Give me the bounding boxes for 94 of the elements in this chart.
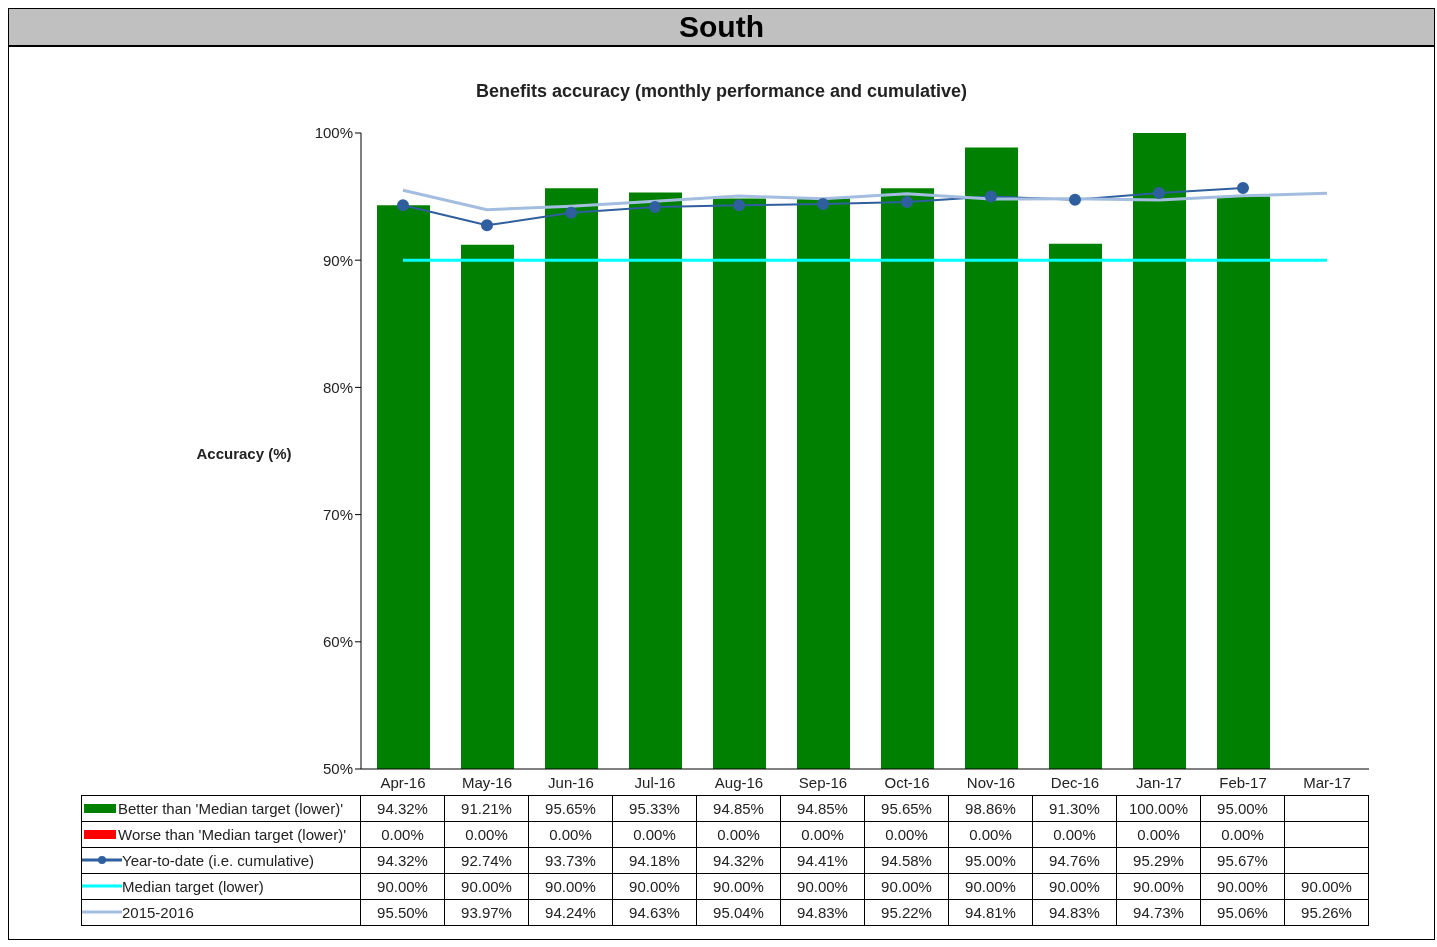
x-tick-label: Feb-17 [1219, 773, 1267, 791]
data-label: 98.86% [948, 795, 1033, 822]
data-label: 94.32% [360, 847, 445, 874]
data-label: 92.74% [444, 847, 529, 874]
x-tick-label: Aug-16 [714, 773, 764, 791]
data-label: 95.29% [1116, 847, 1201, 874]
data-label: 94.83% [1032, 899, 1117, 926]
data-label: 90.00% [780, 873, 865, 900]
data-label: 100.00% [1116, 795, 1201, 822]
data-label: 95.65% [864, 795, 949, 822]
x-tick-label: Jan-17 [1136, 773, 1182, 791]
point [1069, 193, 1081, 206]
data-label: 90.00% [1116, 873, 1201, 900]
x-tick-label: Jul-16 [634, 773, 676, 791]
point [481, 219, 493, 232]
point [1237, 182, 1249, 195]
data-label: 95.06% [1200, 899, 1285, 926]
legend-label: Median target (lower) [122, 877, 264, 895]
x-tick-label: Mar-17 [1303, 773, 1351, 791]
data-label: 90.00% [612, 873, 697, 900]
data-label: 90.00% [696, 873, 781, 900]
data-label: 90.00% [948, 873, 1033, 900]
chart-title: South [9, 9, 1434, 47]
data-label: 94.18% [612, 847, 697, 874]
data-label: 93.97% [444, 899, 529, 926]
data-label: 94.85% [780, 795, 865, 822]
y-tick-label: 100% [314, 124, 353, 142]
data-label: 90.00% [444, 873, 529, 900]
legend-label: Worse than 'Median target (lower)' [118, 825, 347, 843]
data-label: 90.00% [528, 873, 613, 900]
y-tick-label: 70% [322, 505, 353, 523]
x-tick-label: Nov-16 [966, 773, 1016, 791]
data-label: 94.32% [360, 795, 445, 822]
data-label: 94.83% [780, 899, 865, 926]
point [733, 199, 745, 212]
point [901, 195, 913, 208]
data-label: 94.58% [864, 847, 949, 874]
point [649, 201, 661, 214]
data-label: 94.41% [780, 847, 865, 874]
x-tick-label: May-16 [461, 773, 513, 791]
text: 0.00% [1137, 826, 1180, 843]
text: 0.00% [885, 826, 928, 843]
y-tick-label: 60% [322, 633, 353, 651]
text: 0.00% [381, 826, 424, 843]
point [565, 206, 577, 219]
data-label: 95.50% [360, 899, 445, 926]
data-label: 91.30% [1032, 795, 1117, 822]
text: 0.00% [1053, 826, 1096, 843]
legend-label: Better than 'Median target (lower)' [118, 799, 343, 817]
data-label: 95.00% [948, 847, 1033, 874]
y-tick-label: 50% [322, 760, 353, 778]
text: 0.00% [969, 826, 1012, 843]
data-label: 95.65% [528, 795, 613, 822]
data-label: 95.00% [1200, 795, 1285, 822]
x-tick-label: Dec-16 [1050, 773, 1100, 791]
point [1153, 186, 1165, 199]
data-label: 94.85% [696, 795, 781, 822]
text: 0.00% [465, 826, 508, 843]
text: 0.00% [801, 826, 844, 843]
data-label: 91.21% [444, 795, 529, 822]
data-label: 94.63% [612, 899, 697, 926]
y-tick-label: 80% [322, 378, 353, 396]
y-tick-label: 90% [322, 251, 353, 269]
data-label: 95.22% [864, 899, 949, 926]
point [817, 198, 829, 211]
data-label: 95.26% [1284, 899, 1369, 926]
data-label: 94.81% [948, 899, 1033, 926]
x-tick-label: Sep-16 [798, 773, 848, 791]
data-label: 90.00% [360, 873, 445, 900]
x-tick-label: Oct-16 [884, 773, 930, 791]
data-label: 94.24% [528, 899, 613, 926]
data-label: 90.00% [864, 873, 949, 900]
data-label: 95.33% [612, 795, 697, 822]
point [985, 190, 997, 203]
data-label: 94.32% [696, 847, 781, 874]
legend-label: 2015-2016 [122, 903, 194, 921]
data-label: 93.73% [528, 847, 613, 874]
text: 0.00% [717, 826, 760, 843]
legend-label: Year-to-date (i.e. cumulative) [122, 851, 315, 869]
data-label: 94.76% [1032, 847, 1117, 874]
point [397, 199, 409, 212]
text: 0.00% [633, 826, 676, 843]
text: 0.00% [1221, 826, 1264, 843]
x-tick-label: Apr-16 [380, 773, 426, 791]
y-axis-title: Accuracy (%) [195, 445, 293, 462]
data-label: 95.67% [1200, 847, 1285, 874]
chart-subtitle: Benefits accuracy (monthly performance and cumulative) [474, 81, 969, 102]
data-label: 90.00% [1284, 873, 1369, 900]
data-label: 90.00% [1032, 873, 1117, 900]
data-label: 90.00% [1200, 873, 1285, 900]
data-label: 95.04% [696, 899, 781, 926]
text: 0.00% [549, 826, 592, 843]
x-tick-label: Jun-16 [548, 773, 594, 791]
data-label: 94.73% [1116, 899, 1201, 926]
